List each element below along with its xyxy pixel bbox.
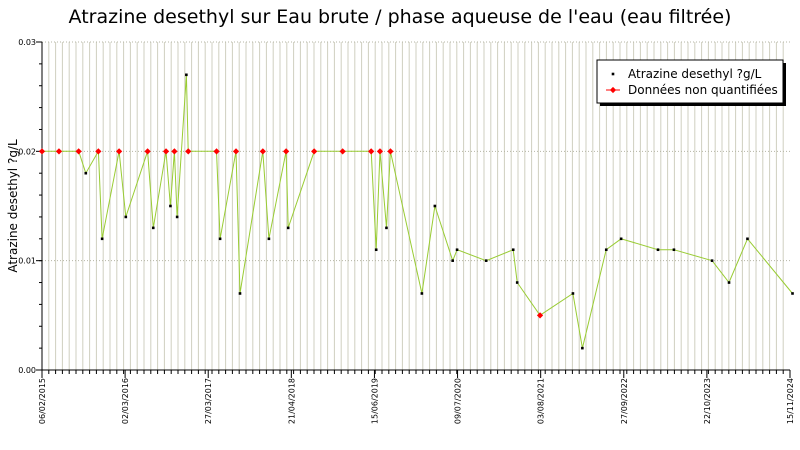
chart-title: Atrazine desethyl sur Eau brute / phase …	[68, 6, 732, 28]
legend-label: Atrazine desethyl ?g/L	[628, 67, 762, 81]
data-point	[515, 281, 519, 284]
data-point	[124, 215, 128, 219]
data-point	[175, 215, 179, 219]
data-point-non-quantified	[38, 148, 46, 155]
x-tick-label: 09/07/2020	[454, 378, 463, 424]
y-tick-label: 0.00	[18, 366, 36, 375]
y-tick-label: 0.02	[18, 147, 36, 156]
data-point-non-quantified	[55, 148, 63, 155]
axes-layer: 0.00 0.01 0.02 0.03 06/02/2015 02/03/2016 27/0…	[6, 38, 795, 424]
x-tick-label: 02/03/2016	[121, 378, 130, 424]
legend-box	[596, 59, 784, 104]
legend-swatch-marker	[611, 72, 615, 76]
data-point	[433, 204, 437, 208]
x-tick-label: 06/02/2015	[38, 378, 47, 424]
data-point	[484, 259, 488, 262]
x-tick-label: 03/08/2021	[537, 378, 546, 424]
x-tick-label: 15/06/2019	[370, 378, 379, 424]
data-point	[581, 346, 584, 350]
data-point	[267, 237, 271, 241]
data-point-non-quantified	[75, 148, 82, 155]
data-point	[286, 226, 290, 230]
y-axis-label: Atrazine desethyl ?g/L	[6, 139, 20, 273]
data-point	[374, 248, 378, 252]
data-point	[455, 248, 459, 252]
data-point	[746, 237, 749, 241]
data-point	[218, 237, 222, 241]
data-point	[238, 292, 242, 295]
data-point	[84, 171, 88, 175]
data-point	[511, 248, 515, 252]
data-point	[656, 248, 660, 252]
data-point	[571, 292, 575, 295]
y-tick-label: 0.03	[18, 38, 36, 47]
y-tick-label: 0.01	[18, 257, 36, 266]
data-point	[710, 259, 714, 262]
data-point	[619, 237, 623, 241]
data-point	[385, 226, 388, 230]
data-point	[100, 237, 104, 241]
data-point-non-quantified	[232, 148, 240, 155]
legend: Atrazine desethyl ?g/L Données non quanti…	[596, 59, 786, 106]
x-tick-label: 21/04/2018	[287, 378, 296, 424]
data-point-non-quantified	[185, 148, 192, 155]
data-point-non-quantified	[171, 148, 178, 155]
x-tick-label: 15/11/2024	[786, 378, 795, 424]
data-point	[420, 292, 424, 295]
data-point	[604, 248, 608, 252]
data-point-non-quantified	[115, 148, 123, 155]
x-tick-label: 22/10/2023	[703, 378, 712, 424]
data-point	[727, 281, 731, 284]
x-tick-label: 27/09/2022	[620, 378, 629, 424]
data-point	[169, 204, 172, 208]
data-point	[451, 259, 454, 262]
data-point	[151, 226, 155, 230]
data-point-non-quantified	[95, 148, 102, 155]
data-point	[185, 73, 188, 77]
legend-label: Données non quantifiées	[628, 83, 778, 97]
x-tick-label: 27/03/2017	[204, 378, 213, 424]
data-point	[672, 248, 676, 252]
data-point	[791, 292, 794, 295]
